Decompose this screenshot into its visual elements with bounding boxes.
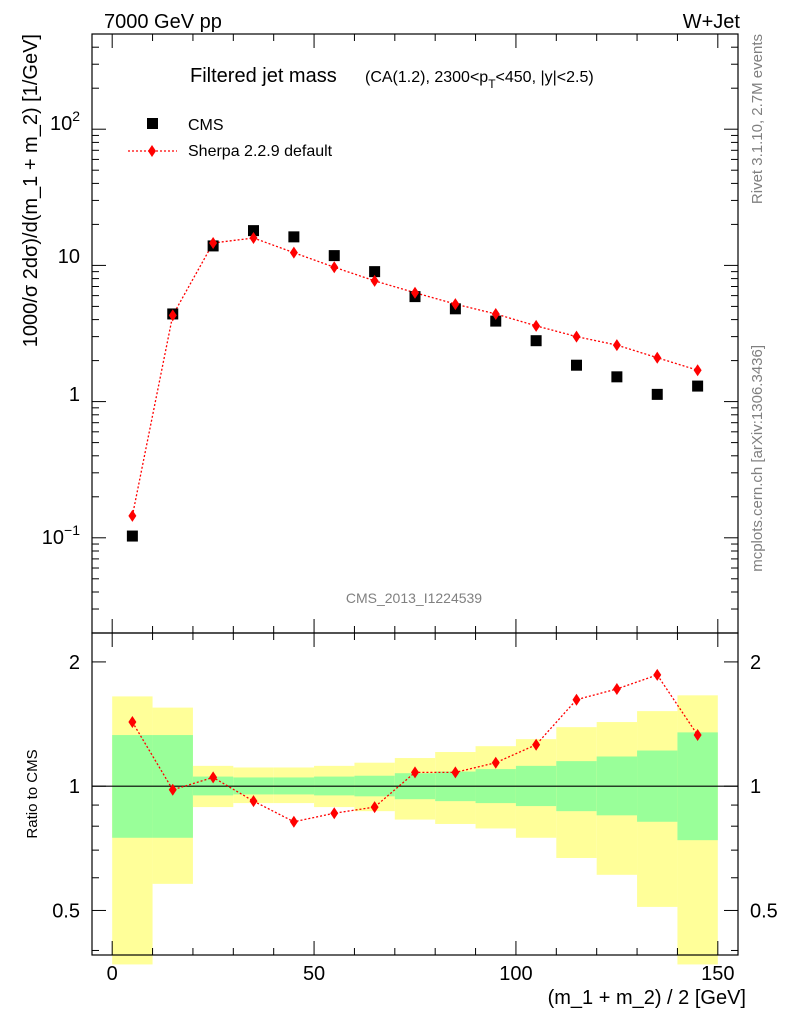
ratio-sherpa-point (289, 815, 298, 828)
cms-point (692, 380, 704, 392)
header-right: W+Jet (683, 11, 741, 33)
ratio-sherpa-point (168, 783, 177, 796)
sherpa-point (128, 509, 137, 522)
ratio-sherpa-point (330, 807, 339, 820)
ratio-sherpa-point (209, 771, 218, 784)
legend-sherpa-label: Sherpa 2.2.9 default (188, 143, 333, 160)
chart-subtitle-prefix: (CA(1.2), 2300<p (365, 69, 488, 86)
ytick-label-1: 1 (69, 384, 80, 406)
ratio-axis-ticks (92, 633, 738, 955)
ratio-sherpa-point (572, 693, 581, 706)
chart-title: Filtered jet mass (190, 65, 337, 87)
main-axis-ticks (92, 33, 738, 634)
xtick-label-50: 50 (303, 963, 325, 985)
xtick-label-100: 100 (499, 963, 532, 985)
ratio-ytick-label-0.5-right: 0.5 (750, 900, 778, 922)
chart-subtitle-suffix: <450, |y|<2.5) (496, 69, 594, 86)
sherpa-point (491, 307, 500, 320)
ytick-label-0.1: 10−1 (42, 522, 80, 549)
ratio-uncertainty-bands (112, 695, 718, 965)
cms-point (248, 225, 259, 237)
ratio-ytick-label-1-right: 1 (750, 776, 761, 798)
cms-point (571, 359, 582, 371)
cms-point (530, 335, 542, 347)
x-axis-label: (m_1 + m_2) / 2 [GeV] (548, 987, 746, 1009)
ratio-sherpa-point (653, 668, 662, 681)
ytick-label-10: 10 (58, 246, 80, 268)
main-panel: Filtered jet mass (CA(1.2), 2300<pT<450,… (20, 33, 739, 634)
legend-cms-label: CMS (188, 117, 224, 134)
ratio-y-axis-label: Ratio to CMS (24, 749, 41, 838)
cms-point (328, 250, 340, 262)
ratio-sherpa-point (491, 756, 500, 769)
sherpa-point (370, 274, 379, 287)
sherpa-point (653, 351, 662, 364)
sherpa-point (330, 261, 339, 274)
sherpa-point (612, 339, 621, 352)
ratio-sherpa-point (128, 716, 137, 729)
sherpa-point (289, 246, 298, 259)
ratio-sherpa-point (411, 766, 419, 779)
cms-point (611, 371, 623, 383)
ratio-frame (91, 632, 739, 956)
cms-point (369, 266, 381, 278)
ratio-ytick-label-0.5-left: 0.5 (52, 900, 80, 922)
ytick-label-100-exp: 2 (72, 108, 80, 124)
cms-point (126, 530, 138, 542)
sherpa-point (411, 286, 419, 299)
ratio-sherpa-point (249, 795, 258, 808)
ratio-sherpa-point (532, 738, 541, 751)
sherpa-point (532, 319, 541, 332)
main-data-marks (126, 225, 704, 542)
ratio-ytick-label-1-left: 1 (69, 776, 80, 798)
xtick-label-0: 0 (107, 963, 118, 985)
ytick-label-0.1-exp: −1 (64, 522, 80, 538)
ratio-sherpa-point (612, 682, 621, 695)
ratio-panel: Ratio to CMS (m_1 + m_2) / 2 [GeV] 0.5 1… (24, 632, 778, 1009)
header-left: 7000 GeV pp (104, 11, 222, 33)
ytick-label-100-base: 10 (50, 113, 72, 135)
ratio-sherpa-point (451, 766, 460, 779)
sherpa-point (209, 237, 218, 250)
sherpa-point (249, 231, 258, 244)
analysis-watermark: CMS_2013_I1224539 (346, 590, 482, 606)
legend-sherpa-marker (148, 145, 156, 157)
ratio-ytick-label-2-right: 2 (750, 652, 761, 674)
sherpa-point (451, 298, 460, 311)
sherpa-point (572, 330, 581, 343)
cms-point (490, 315, 502, 327)
sherpa-point (168, 309, 177, 322)
ytick-label-100: 102 (50, 108, 80, 135)
legend-cms-marker (147, 118, 158, 129)
ytick-label-0.1-base: 10 (42, 527, 64, 549)
mcplots-label: mcplots.cern.ch [arXiv:1306.3436] (749, 345, 766, 572)
chart-subtitle: (CA(1.2), 2300<pT<450, |y|<2.5) (365, 69, 594, 91)
chart-subtitle-subscript: T (488, 77, 496, 91)
xtick-label-150: 150 (701, 963, 734, 985)
sherpa-series-line (131, 237, 698, 516)
cms-point (651, 388, 663, 400)
ratio-data-marks (128, 668, 702, 828)
rivet-label: Rivet 3.1.10, 2.7M events (749, 34, 766, 204)
ratio-sherpa-point (693, 729, 702, 742)
main-y-axis-label: 1000/σ 2dσ)/d(m_1 + m_2) [1/GeV] (20, 34, 42, 347)
cms-point (288, 231, 300, 243)
sherpa-point (693, 364, 702, 377)
ratio-ytick-label-2-left: 2 (69, 652, 80, 674)
ratio-sherpa-point (370, 801, 379, 814)
